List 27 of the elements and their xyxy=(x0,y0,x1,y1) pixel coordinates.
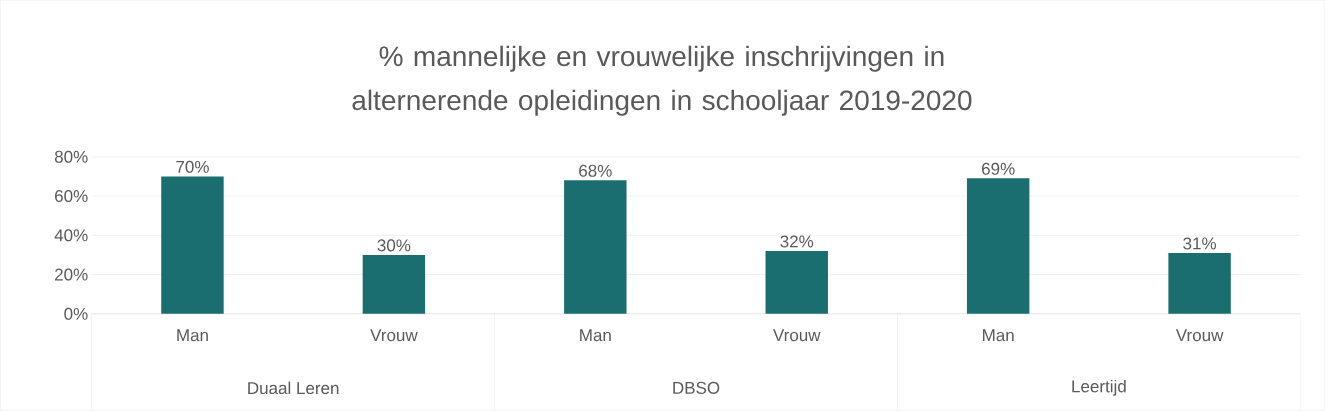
data-label: 32% xyxy=(780,235,814,248)
x-tick-label: Vrouw xyxy=(1175,329,1224,342)
y-tick-label: 40% xyxy=(54,229,88,242)
text: Duaal Leren xyxy=(248,381,339,395)
text: DBSO xyxy=(673,381,720,394)
x-tick-label: Vrouw xyxy=(370,329,418,342)
bar xyxy=(564,180,627,314)
text: Leertijd xyxy=(1072,379,1126,396)
data-label: 70% xyxy=(176,160,209,173)
y-tick-label: 20% xyxy=(55,268,88,281)
data-label: 69% xyxy=(982,162,1015,175)
x-tick-label: Man xyxy=(580,329,611,342)
bar xyxy=(1168,252,1231,314)
x-tick-label: Man xyxy=(177,329,208,342)
data-label: 30% xyxy=(377,239,411,252)
bar xyxy=(966,178,1030,314)
data-label: 31% xyxy=(1183,237,1217,250)
data-label: 68% xyxy=(579,164,612,177)
bar xyxy=(362,254,426,314)
chart-title: % mannelijke en vrouwelijke inschrijvingen in alternerende opleidingen in schooljaar 2019-2020 xyxy=(352,45,972,116)
y-tick-label: 60% xyxy=(55,189,88,203)
x-tick-label: Vrouw xyxy=(773,329,821,342)
x-tick-label: Man xyxy=(983,329,1014,342)
bar xyxy=(161,176,224,314)
y-tick-label: 0% xyxy=(64,307,88,320)
y-tick-label: 80% xyxy=(54,150,88,163)
bar xyxy=(765,250,828,314)
